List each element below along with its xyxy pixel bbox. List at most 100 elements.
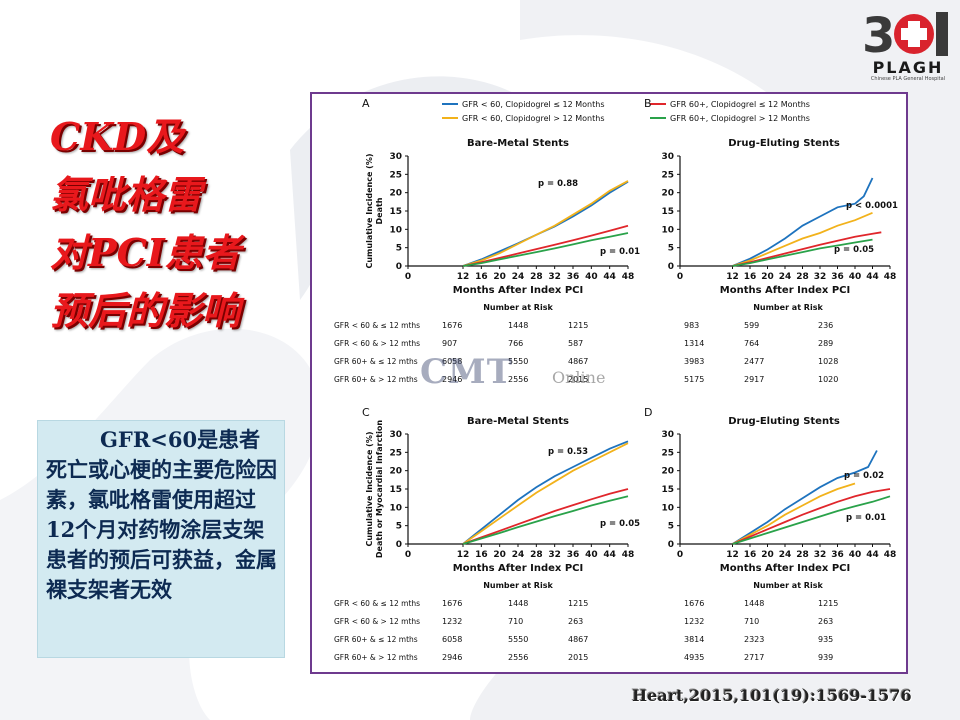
risk-cell: 2717 — [744, 653, 764, 662]
y-tick-label: 20 — [661, 467, 674, 477]
x-tick-label: 28 — [530, 272, 543, 282]
x-tick-label: 0 — [677, 550, 683, 560]
legend-label-yellow: GFR < 60, Clopidogrel > 12 Months — [462, 114, 604, 123]
title-line: 预后的影响 — [50, 288, 241, 333]
x-tick-label: 0 — [677, 272, 683, 282]
p-value-annotation: p = 0.88 — [538, 179, 578, 189]
risk-cell: 4867 — [568, 635, 588, 644]
risk-cell: 5550 — [508, 635, 528, 644]
panel-title: Drug-Eluting Stents — [728, 138, 840, 149]
title-line: 氯吡格雷 — [50, 172, 203, 217]
risk-cell: 1676 — [442, 599, 462, 608]
risk-cell: 1232 — [442, 617, 462, 626]
risk-cell: 1020 — [818, 375, 838, 384]
p-value-annotation: p = 0.05 — [600, 519, 640, 529]
y-tick-label: 30 — [389, 430, 402, 440]
legend-label-red: GFR 60+, Clopidogrel ≤ 12 Months — [670, 100, 810, 109]
series-line-blue — [732, 450, 878, 545]
y-tick-label: 30 — [661, 430, 674, 440]
x-axis-label: Months After Index PCI — [720, 563, 850, 574]
panel-letter: A — [362, 97, 370, 110]
p-value-annotation: p = 0.01 — [846, 513, 886, 523]
x-tick-label: 32 — [548, 272, 561, 282]
risk-cell: 710 — [508, 617, 523, 626]
p-value-annotation: p = 0.53 — [548, 447, 588, 457]
risk-table-title: Number at Risk — [483, 581, 553, 590]
risk-cell: 1448 — [744, 599, 764, 608]
risk-cell: 263 — [568, 617, 583, 626]
risk-cell: 2556 — [508, 375, 528, 384]
series-line-yellow — [462, 180, 629, 267]
series-line-blue — [462, 440, 629, 545]
watermark-subtitle: Online — [552, 368, 606, 387]
risk-cell: 939 — [818, 653, 833, 662]
x-tick-label: 40 — [849, 550, 862, 560]
title-line: CKD及 — [50, 114, 185, 159]
risk-cell: 1448 — [508, 599, 528, 608]
watermark: CMT — [420, 352, 513, 392]
risk-cell: 6058 — [442, 357, 462, 366]
x-tick-label: 12 — [726, 272, 739, 282]
x-tick-label: 36 — [831, 272, 844, 282]
x-tick-label: 40 — [849, 272, 862, 282]
y-tick-label: 5 — [668, 244, 674, 254]
y-tick-label: 25 — [661, 170, 674, 180]
x-tick-label: 32 — [548, 550, 561, 560]
series-line-red — [462, 224, 629, 267]
risk-cell: 2477 — [744, 357, 764, 366]
conclusion-note-box: GFR<60是患者死亡或心梗的主要危险因素，氯吡格雷使用超过12个月对药物涂层支… — [37, 420, 285, 658]
series-line-green — [732, 495, 891, 545]
y-tick-label: 5 — [396, 522, 402, 532]
risk-cell: 2015 — [568, 375, 588, 384]
kaplan-meier-figure: GFR < 60, Clopidogrel ≤ 12 Months GFR < 6… — [310, 92, 908, 674]
risk-table-title: Number at Risk — [753, 303, 823, 312]
x-tick-label: 44 — [866, 272, 879, 282]
risk-cell: 1232 — [684, 617, 704, 626]
x-tick-label: 44 — [866, 550, 879, 560]
x-tick-label: 24 — [779, 272, 792, 282]
y-tick-label: 15 — [389, 485, 402, 495]
x-tick-label: 28 — [796, 272, 809, 282]
y-axis-label: Cumulative Incidence (%) — [365, 431, 374, 546]
y-axis-label-sub: Death — [375, 197, 384, 224]
risk-cell: 236 — [818, 321, 833, 330]
y-axis-label: Cumulative Incidence (%) — [365, 153, 374, 268]
y-tick-label: 25 — [389, 170, 402, 180]
panel-letter: D — [644, 406, 652, 419]
y-tick-label: 0 — [668, 540, 674, 550]
risk-cell: 764 — [744, 339, 759, 348]
x-tick-label: 12 — [726, 550, 739, 560]
series-line-blue — [732, 177, 874, 267]
y-tick-label: 0 — [668, 262, 674, 272]
y-tick-label: 20 — [389, 189, 402, 199]
y-axis-label-sub: Death or Myocardial Infarction — [375, 420, 384, 558]
panel-title: Bare-Metal Stents — [467, 138, 569, 149]
risk-cell: 2556 — [508, 653, 528, 662]
legend-label-blue: GFR < 60, Clopidogrel ≤ 12 Months — [462, 100, 604, 109]
p-value-annotation: p = 0.01 — [600, 247, 640, 257]
svg-text:3: 3 — [862, 8, 895, 62]
x-tick-label: 16 — [744, 272, 757, 282]
risk-cell: 1215 — [818, 599, 838, 608]
x-tick-label: 48 — [622, 272, 635, 282]
y-tick-label: 5 — [396, 244, 402, 254]
risk-cell: 587 — [568, 339, 583, 348]
risk-row-label: GFR < 60 & > 12 mths — [334, 339, 420, 348]
risk-cell: 4867 — [568, 357, 588, 366]
series-line-green — [732, 238, 873, 267]
y-tick-label: 30 — [661, 152, 674, 162]
risk-cell: 907 — [442, 339, 457, 348]
x-tick-label: 0 — [405, 550, 411, 560]
panel-title: Bare-Metal Stents — [467, 416, 569, 427]
series-line-yellow — [732, 482, 856, 545]
risk-cell: 599 — [744, 321, 759, 330]
y-tick-label: 15 — [661, 207, 674, 217]
risk-cell: 766 — [508, 339, 523, 348]
x-tick-label: 24 — [779, 550, 792, 560]
x-tick-label: 16 — [475, 550, 488, 560]
risk-cell: 1314 — [684, 339, 704, 348]
x-axis-label: Months After Index PCI — [720, 285, 850, 296]
risk-cell: 4935 — [684, 653, 704, 662]
x-tick-label: 36 — [567, 550, 580, 560]
risk-row-label: GFR 60+ & > 12 mths — [334, 653, 418, 662]
